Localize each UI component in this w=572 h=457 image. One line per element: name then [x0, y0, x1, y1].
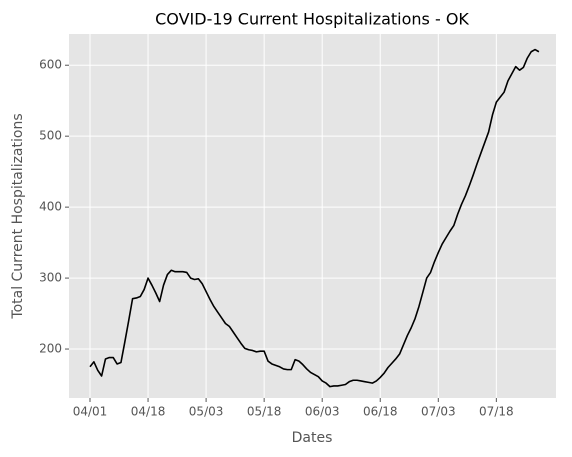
y-tick-label: 500 [39, 129, 62, 143]
y-tick-label: 300 [39, 271, 62, 285]
line [89, 48, 540, 388]
y-tick-label: 400 [39, 200, 62, 214]
x-tick-label: 07/18 [479, 405, 514, 419]
x-tick-label: 05/18 [247, 405, 282, 419]
y-tick-label: 600 [39, 58, 62, 72]
x-tick-label: 05/03 [189, 405, 224, 419]
x-tick-label: 04/01 [73, 405, 108, 419]
chart-title: COVID-19 Current Hospitalizations - OK [155, 10, 469, 29]
x-tick-label: 06/18 [363, 405, 398, 419]
y-tick-label: 200 [39, 342, 62, 356]
x-tick-label: 07/03 [421, 405, 456, 419]
y-axis-label: Total Current Hospitalizations [10, 113, 26, 319]
plot-area [69, 34, 556, 398]
x-tick-label: 04/18 [131, 405, 166, 419]
x-tick-label: 06/03 [305, 405, 340, 419]
x-axis-label: Dates [292, 430, 333, 446]
